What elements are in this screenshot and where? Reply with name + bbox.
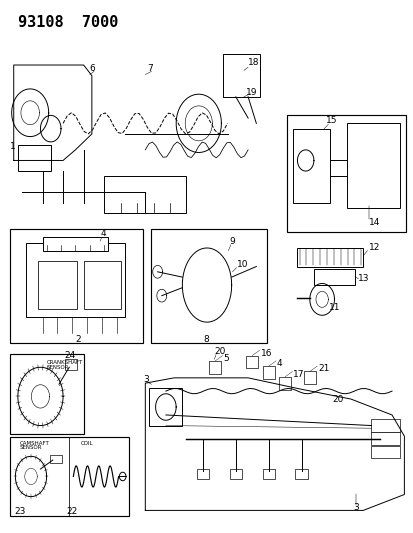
FancyBboxPatch shape <box>104 176 186 214</box>
Text: 4: 4 <box>276 359 282 368</box>
FancyBboxPatch shape <box>370 446 399 458</box>
FancyBboxPatch shape <box>196 469 209 479</box>
FancyBboxPatch shape <box>346 123 399 208</box>
Text: 23: 23 <box>14 507 26 516</box>
FancyBboxPatch shape <box>10 354 83 433</box>
Text: 8: 8 <box>202 335 208 344</box>
Text: 20: 20 <box>214 347 225 356</box>
Text: 7: 7 <box>147 64 153 74</box>
Text: CRANKSHAFT: CRANKSHAFT <box>47 360 83 365</box>
FancyBboxPatch shape <box>209 361 221 374</box>
Text: 19: 19 <box>245 88 257 97</box>
Text: SENSOR: SENSOR <box>19 446 42 450</box>
Text: 5: 5 <box>223 354 229 363</box>
FancyBboxPatch shape <box>245 356 258 368</box>
FancyBboxPatch shape <box>65 359 77 370</box>
Text: 6: 6 <box>90 64 95 74</box>
FancyBboxPatch shape <box>223 54 260 97</box>
FancyBboxPatch shape <box>370 419 399 432</box>
FancyBboxPatch shape <box>83 261 120 309</box>
FancyBboxPatch shape <box>149 389 182 425</box>
Text: CAMSHAFT: CAMSHAFT <box>19 441 49 446</box>
FancyBboxPatch shape <box>26 243 124 317</box>
FancyBboxPatch shape <box>278 377 291 390</box>
Text: 13: 13 <box>358 274 369 284</box>
FancyBboxPatch shape <box>313 269 354 285</box>
Text: 3: 3 <box>352 503 358 512</box>
Text: 21: 21 <box>317 365 329 374</box>
FancyBboxPatch shape <box>262 469 274 479</box>
Text: 1: 1 <box>10 142 16 151</box>
Text: 10: 10 <box>236 260 247 269</box>
FancyBboxPatch shape <box>10 437 128 516</box>
Text: 22: 22 <box>66 507 77 516</box>
Text: 15: 15 <box>325 116 337 125</box>
FancyBboxPatch shape <box>38 261 77 309</box>
Text: 9: 9 <box>229 237 235 246</box>
Text: 93108  7000: 93108 7000 <box>18 14 118 30</box>
Text: 17: 17 <box>293 370 304 379</box>
Text: 14: 14 <box>368 217 380 227</box>
FancyBboxPatch shape <box>293 128 330 203</box>
Text: 20: 20 <box>332 395 343 403</box>
Text: 3: 3 <box>143 375 149 384</box>
Text: 2: 2 <box>75 335 81 344</box>
FancyBboxPatch shape <box>18 144 51 171</box>
FancyBboxPatch shape <box>229 469 241 479</box>
FancyBboxPatch shape <box>50 455 62 463</box>
FancyBboxPatch shape <box>370 432 399 445</box>
FancyBboxPatch shape <box>262 366 274 379</box>
Text: SENSOR: SENSOR <box>47 365 69 370</box>
FancyBboxPatch shape <box>43 237 108 251</box>
Text: 11: 11 <box>328 303 339 312</box>
FancyBboxPatch shape <box>9 229 143 343</box>
Text: 16: 16 <box>260 349 271 358</box>
FancyBboxPatch shape <box>303 372 315 384</box>
FancyBboxPatch shape <box>287 115 406 232</box>
FancyBboxPatch shape <box>297 248 362 266</box>
Text: 4: 4 <box>100 229 105 238</box>
Text: 18: 18 <box>247 58 259 67</box>
Text: 12: 12 <box>368 243 379 252</box>
FancyBboxPatch shape <box>151 229 266 343</box>
FancyBboxPatch shape <box>295 469 307 479</box>
Text: COIL: COIL <box>80 441 93 446</box>
Text: 24: 24 <box>64 351 75 360</box>
